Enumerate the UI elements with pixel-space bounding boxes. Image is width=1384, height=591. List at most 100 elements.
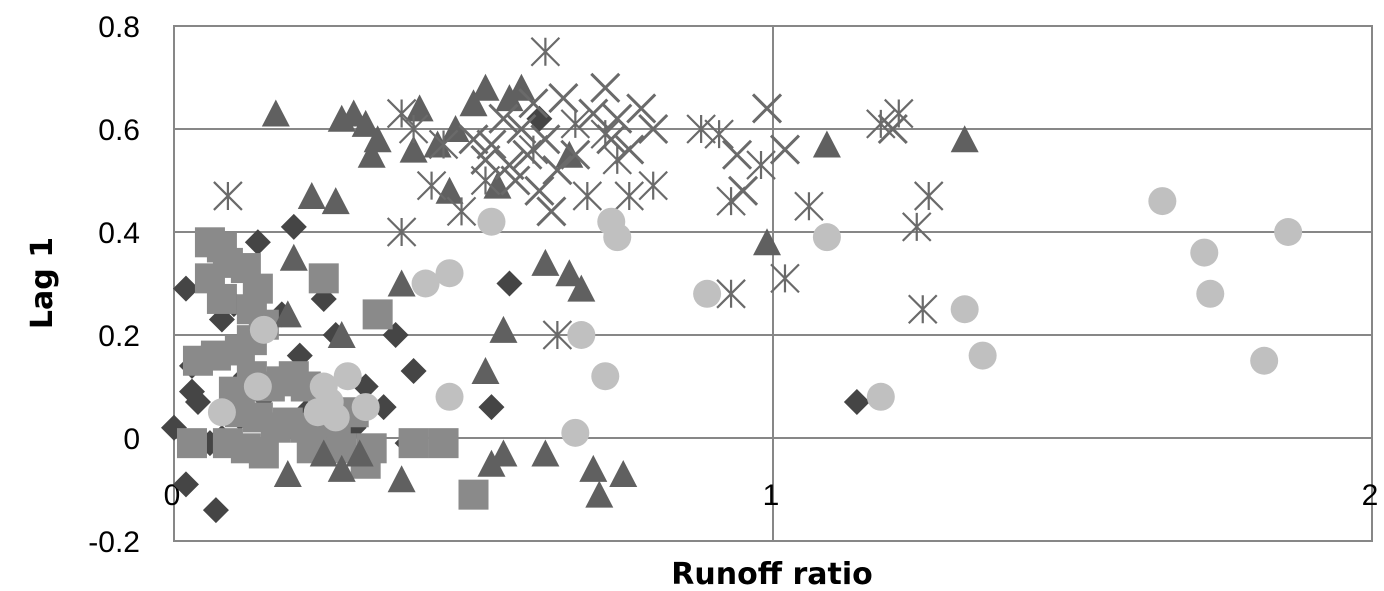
triangle-marker bbox=[585, 480, 614, 508]
x-marker bbox=[506, 113, 537, 145]
triangle-marker bbox=[273, 300, 302, 328]
triangle-marker bbox=[441, 115, 470, 142]
triangle-marker bbox=[812, 130, 841, 158]
x-marker bbox=[727, 175, 759, 206]
y-tick-label: 0.2 bbox=[98, 320, 140, 353]
triangle-marker bbox=[531, 439, 560, 467]
circle-marker bbox=[950, 295, 979, 324]
diamond-marker bbox=[184, 388, 211, 415]
triangle-marker bbox=[387, 269, 416, 297]
circle-marker bbox=[351, 393, 380, 422]
asterisk-marker bbox=[428, 129, 459, 160]
x-marker bbox=[638, 113, 669, 145]
asterisk-marker bbox=[518, 134, 549, 165]
triangle-marker bbox=[273, 460, 302, 488]
diamond-marker bbox=[172, 471, 199, 498]
asterisk-marker bbox=[590, 119, 621, 149]
x-tick-label: 1 bbox=[763, 479, 780, 512]
x-marker bbox=[500, 165, 531, 196]
circle-marker bbox=[812, 223, 841, 252]
diamond-marker bbox=[172, 275, 199, 302]
asterisk-marker bbox=[542, 320, 573, 350]
asterisk-marker bbox=[446, 196, 477, 227]
circle-marker bbox=[435, 382, 464, 411]
x-marker bbox=[614, 134, 645, 165]
circle-marker bbox=[603, 223, 632, 252]
circle-marker bbox=[207, 398, 236, 427]
x-marker bbox=[524, 175, 555, 206]
square-marker bbox=[428, 428, 459, 459]
y-tick-label: 0 bbox=[123, 423, 140, 456]
asterisk-marker bbox=[416, 170, 447, 201]
asterisk-marker bbox=[213, 181, 243, 211]
circle-marker bbox=[567, 321, 596, 349]
triangle-marker bbox=[387, 465, 416, 493]
circle-marker bbox=[866, 382, 895, 411]
x-marker bbox=[560, 139, 591, 170]
diamond-marker bbox=[400, 358, 427, 385]
asterisk-marker bbox=[866, 109, 896, 139]
x-marker bbox=[458, 124, 489, 155]
triangle-marker bbox=[507, 73, 536, 101]
triangle-marker bbox=[489, 315, 518, 343]
triangle-marker bbox=[579, 454, 608, 482]
square-marker bbox=[458, 479, 489, 510]
circle-marker bbox=[1274, 218, 1303, 246]
square-marker bbox=[248, 438, 279, 469]
diamond-marker bbox=[478, 394, 505, 421]
y-axis-title: Lag 1 bbox=[25, 237, 60, 329]
asterisk-marker bbox=[716, 186, 746, 216]
x-marker bbox=[494, 149, 525, 181]
triangle-marker bbox=[459, 89, 488, 117]
tick-labels: -0.200.20.40.60.80 1 2 bbox=[88, 11, 1378, 559]
triangle-marker bbox=[399, 135, 428, 163]
triangle-marker bbox=[297, 181, 326, 209]
asterisk-marker bbox=[470, 165, 501, 196]
asterisk-marker bbox=[386, 98, 417, 129]
x-marker bbox=[769, 134, 801, 165]
triangle-marker bbox=[950, 125, 979, 153]
triangle-marker bbox=[753, 228, 782, 256]
asterisk-marker bbox=[716, 279, 746, 309]
plot-area bbox=[173, 25, 1373, 542]
triangle-marker bbox=[327, 454, 356, 482]
x-marker bbox=[542, 155, 573, 186]
circle-marker bbox=[411, 269, 440, 298]
triangle-marker bbox=[345, 439, 374, 467]
x-marker bbox=[530, 124, 561, 155]
y-tick-label: 0.6 bbox=[98, 114, 140, 147]
triangle-marker bbox=[609, 460, 638, 488]
square-marker bbox=[206, 283, 237, 314]
triangle-marker bbox=[555, 259, 584, 287]
x-marker bbox=[721, 139, 753, 170]
asterisk-marker bbox=[794, 191, 824, 222]
x-marker bbox=[476, 129, 507, 160]
x-marker bbox=[602, 103, 633, 134]
triangle-marker bbox=[471, 357, 500, 385]
circle-marker bbox=[693, 279, 722, 308]
asterisk-marker bbox=[572, 181, 603, 211]
circle-marker bbox=[243, 372, 272, 401]
x-marker bbox=[518, 88, 549, 119]
asterisk-marker bbox=[560, 109, 591, 139]
asterisk-marker bbox=[770, 263, 800, 294]
asterisk-marker bbox=[602, 145, 633, 175]
x-axis-title: Runoff ratio bbox=[671, 557, 872, 591]
x-marker bbox=[578, 98, 609, 129]
triangle-marker bbox=[555, 140, 584, 168]
triangle-marker bbox=[309, 439, 338, 467]
circle-marker bbox=[477, 207, 506, 236]
circle-marker bbox=[1190, 238, 1219, 267]
asterisk-marker bbox=[746, 150, 776, 180]
asterisk-marker bbox=[907, 294, 938, 325]
asterisk-marker bbox=[704, 119, 734, 149]
x-marker bbox=[488, 103, 519, 134]
circle-marker bbox=[1196, 279, 1225, 308]
x-marker bbox=[548, 83, 579, 114]
circle-marker bbox=[1250, 346, 1279, 375]
diamond-marker bbox=[202, 497, 229, 524]
x-marker bbox=[590, 72, 621, 103]
triangle-marker bbox=[357, 140, 386, 168]
square-marker bbox=[398, 428, 429, 459]
